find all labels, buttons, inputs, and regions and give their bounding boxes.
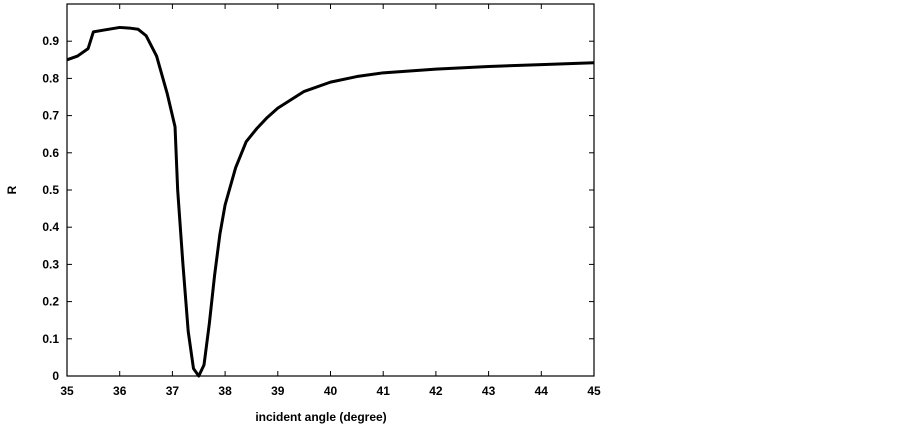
x-tick-label: 43 [482,384,496,398]
y-tick-label: 0.9 [42,34,59,48]
y-tick-label: 0.8 [42,71,59,85]
x-axis-label: incident angle (degree) [255,410,386,424]
y-tick-label: 0.6 [42,146,59,160]
x-tick-label: 38 [218,384,232,398]
y-tick-label: 0 [52,369,59,383]
y-tick-label: 0.2 [42,295,59,309]
y-tick-label: 0.1 [42,332,59,346]
x-tick-label: 36 [113,384,127,398]
y-tick-label: 0.7 [42,109,59,123]
x-tick-label: 40 [324,384,338,398]
x-tick-label: 45 [587,384,601,398]
x-tick-label: 35 [60,384,74,398]
x-tick-label: 39 [271,384,285,398]
data-line [66,25,595,378]
x-tick-label: 37 [166,384,180,398]
x-tick-label: 44 [535,384,549,398]
y-tick-label: 0.3 [42,257,59,271]
y-axis-label: R [5,185,19,194]
x-tick-label: 41 [377,384,391,398]
plot-frame [66,3,595,377]
y-tick-label: 0.4 [42,220,59,234]
x-tick-label: 42 [429,384,443,398]
y-tick-label: 0.5 [42,183,59,197]
